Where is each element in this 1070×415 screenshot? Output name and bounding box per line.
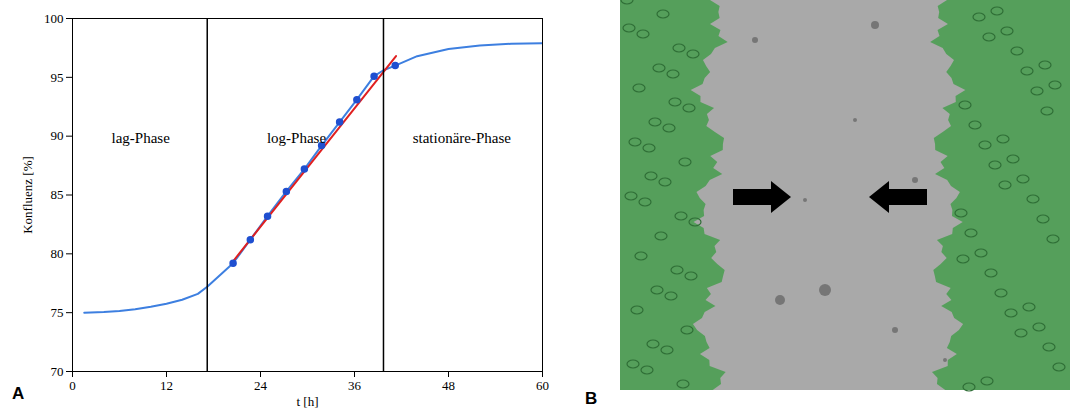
svg-text:80: 80 [51,246,64,261]
svg-text:90: 90 [51,128,64,143]
svg-text:48: 48 [442,378,455,393]
svg-text:36: 36 [348,378,362,393]
svg-text:95: 95 [51,69,64,84]
svg-text:t [h]: t [h] [296,394,318,409]
html-text:A: A [12,384,25,403]
svg-text:70: 70 [51,364,64,379]
svg-text:B: B [585,389,597,408]
svg-text:0: 0 [69,378,76,393]
svg-text:24: 24 [254,378,268,393]
svg-text:Konfluenz [%]: Konfluenz [%] [20,156,35,234]
svg-text:stationäre-Phase: stationäre-Phase [413,130,512,146]
svg-text:100: 100 [44,11,64,26]
svg-text:85: 85 [51,187,64,202]
svg-text:60: 60 [536,378,549,393]
svg-text:lag-Phase: lag-Phase [111,130,170,146]
svg-text:75: 75 [51,305,64,320]
svg-text:log-Phase: log-Phase [267,130,327,146]
svg-text:12: 12 [160,378,173,393]
